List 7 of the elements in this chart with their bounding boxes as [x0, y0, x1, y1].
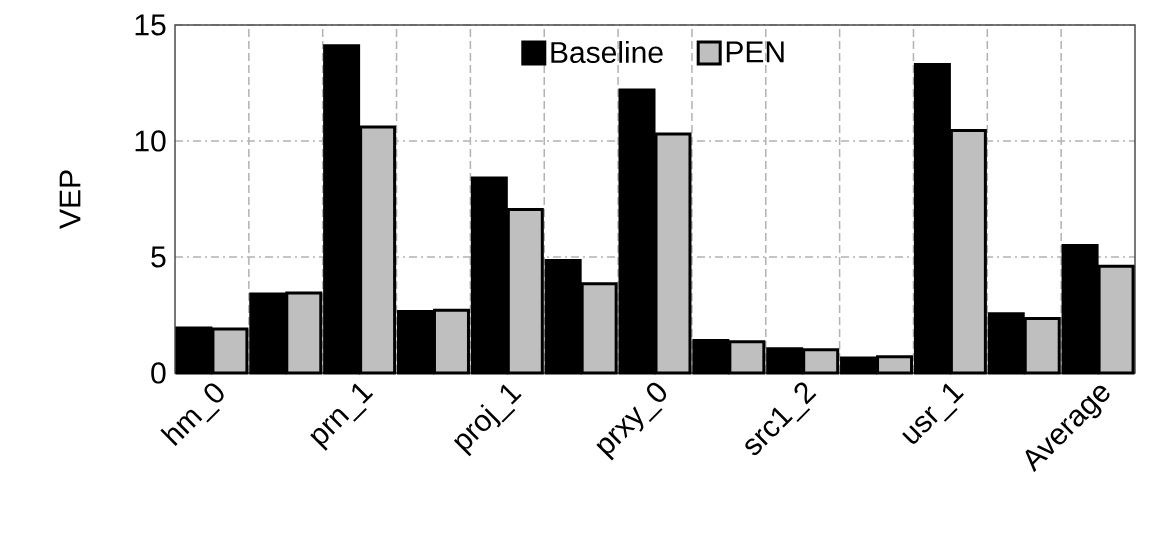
y-axis-title: VEP — [59, 170, 81, 229]
y-tick-label: 0 — [151, 362, 166, 384]
legend-label: PEN — [726, 41, 784, 63]
legend-label: Baseline — [551, 41, 663, 64]
y-tick-label: 5 — [151, 246, 166, 268]
y-tick-label: 10 — [135, 130, 166, 152]
y-tick-label: 15 — [135, 14, 166, 36]
